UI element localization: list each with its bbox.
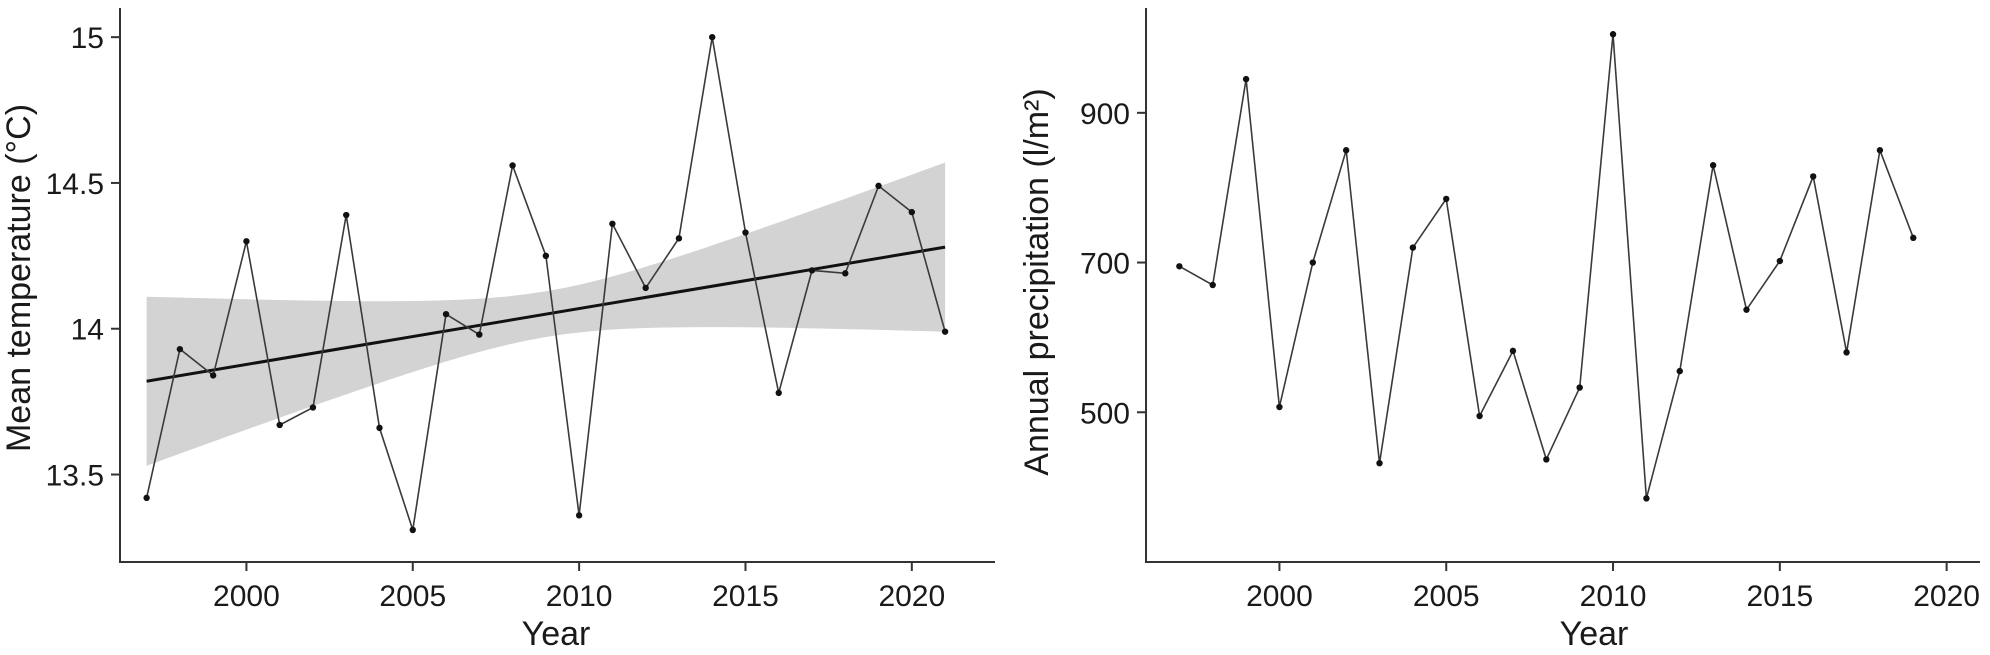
temperature-data-point (276, 421, 283, 429)
precipitation-data-point (1609, 31, 1617, 38)
temperature-data-point (343, 211, 350, 219)
precipitation-data-point (1643, 495, 1650, 502)
precipitation-data-point (1743, 306, 1750, 313)
temperature-data-point (476, 331, 483, 338)
precipitation-data-point (1443, 195, 1450, 203)
temperature-data-point (642, 284, 649, 292)
temperature-y-tick-label: 14.5 (46, 168, 104, 201)
precipitation-data-point (1876, 147, 1884, 154)
precipitation-data-point (1376, 459, 1383, 467)
precipitation-y-tick-label: 700 (1080, 248, 1130, 281)
precipitation-data-point (1209, 281, 1216, 289)
temperature-data-point (742, 229, 749, 236)
temperature-data-point (176, 345, 184, 353)
precipitation-data-point (1509, 347, 1517, 355)
temperature-data-point (509, 162, 516, 169)
precipitation-x-tick-label: 2015 (1746, 580, 1813, 613)
precipitation-y-axis-title: Annual precipitation (l/m²) (1018, 88, 1056, 475)
temperature-y-tick-label: 14 (71, 314, 104, 347)
precipitation-data-point (1910, 234, 1917, 242)
precipitation-data-point (1576, 384, 1583, 391)
temperature-x-tick-label: 2020 (878, 580, 945, 613)
temperature-data-point (941, 328, 949, 335)
precipitation-data-point (1342, 147, 1350, 154)
precipitation-data-point (1776, 257, 1784, 265)
precipitation-x-axis-title: Year (1560, 615, 1629, 653)
temperature-data-point (808, 267, 816, 274)
precipitation-data-point (1810, 173, 1817, 180)
temperature-data-point (542, 252, 550, 260)
temperature-y-tick-label: 13.5 (46, 460, 104, 493)
precipitation-x-tick-label: 2005 (1413, 580, 1480, 613)
temperature-x-axis-title: Year (522, 615, 591, 653)
temperature-data-point (309, 404, 317, 411)
temperature-data-point (143, 494, 150, 502)
temperature-data-point (875, 182, 882, 190)
precipitation-x-tick-label: 2000 (1246, 580, 1313, 613)
temperature-x-tick-label: 2005 (379, 580, 446, 613)
precipitation-data-point (1709, 162, 1717, 169)
temperature-data-point (376, 424, 383, 432)
precipitation-x-tick-label: 2010 (1580, 580, 1647, 613)
temperature-data-point (243, 238, 250, 245)
temperature-y-axis-title: Mean temperature (°C) (0, 104, 38, 452)
precipitation-data-point (1242, 75, 1250, 83)
precipitation-data-point (1843, 349, 1850, 356)
temperature-data-point (575, 512, 583, 519)
temperature-data-point (675, 235, 683, 242)
temperature-data-point (775, 389, 782, 397)
temperature-plot-area: 2000 2005 2010 2015 2020 13.5 14 14.5 15 (46, 8, 995, 613)
precipitation-data-point (1543, 456, 1550, 463)
temperature-x-tick-label: 2000 (213, 580, 280, 613)
temperature-y-tick-label: 15 (71, 22, 104, 55)
temperature-data-point (609, 220, 616, 227)
temperature-data-point (409, 526, 416, 534)
precipitation-data-point (1476, 412, 1483, 420)
precipitation-data-point (1409, 244, 1417, 251)
precipitation-data-point (1676, 367, 1683, 375)
precipitation-plot-area: 2000 2005 2010 2015 2020 500 700 900 (1080, 8, 1980, 613)
precipitation-data-point (1309, 259, 1317, 266)
precipitation-y-tick-label: 500 (1080, 397, 1130, 430)
temperature-data-point (842, 270, 849, 277)
temperature-x-tick-label: 2015 (712, 580, 779, 613)
precipitation-data-point (1176, 263, 1183, 270)
temperature-data-point (908, 208, 916, 216)
temperature-x-tick-label: 2010 (546, 580, 613, 613)
precipitation-y-tick-label: 900 (1080, 98, 1130, 131)
precipitation-chart: 2000 2005 2010 2015 2020 500 700 900 Year Annua… (1018, 8, 1980, 653)
temperature-data-point (709, 33, 716, 41)
temperature-data-point (209, 372, 217, 379)
precipitation-x-tick-label: 2020 (1913, 580, 1980, 613)
temperature-data-point (442, 310, 450, 318)
precipitation-data-point (1276, 403, 1283, 411)
temperature-chart: 2000 2005 2010 2015 2020 13.5 14 14.5 15 Year Me… (0, 8, 995, 653)
